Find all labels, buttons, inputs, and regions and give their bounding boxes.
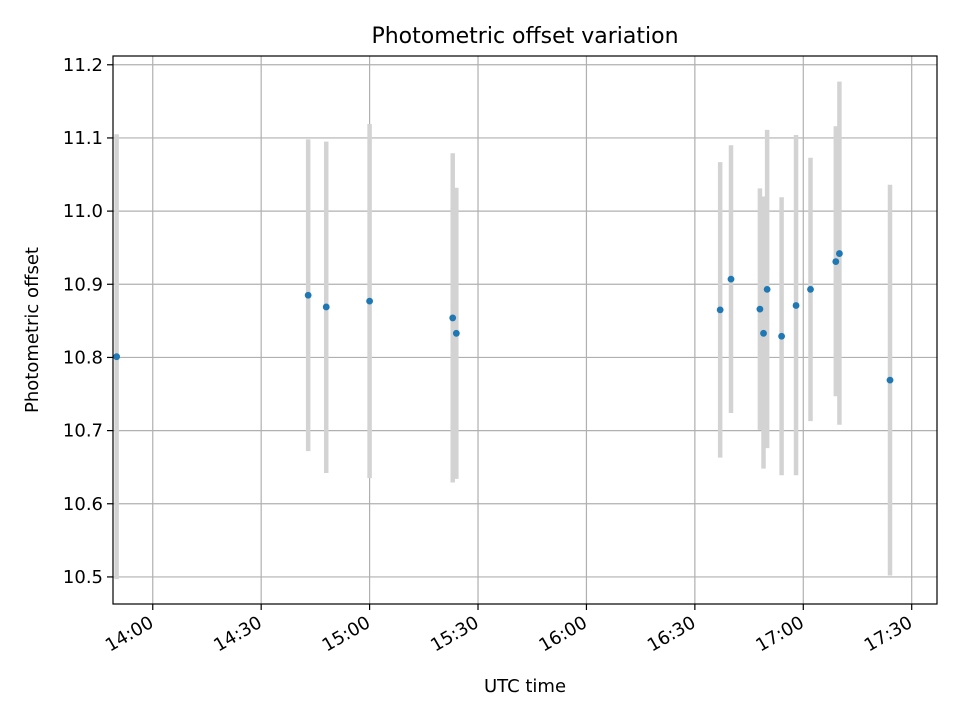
- y-tick-label: 10.6: [63, 494, 103, 515]
- data-point: [113, 353, 121, 361]
- plot-frame: [112, 55, 938, 605]
- data-point: [304, 291, 312, 299]
- data-point: [756, 305, 764, 313]
- y-tick-label: 10.7: [63, 421, 103, 442]
- y-tick-label: 10.5: [63, 567, 103, 588]
- data-point: [727, 275, 735, 283]
- data-point: [760, 329, 767, 337]
- y-axis-ticks: 10.5 10.6 10.7 10.8 10.9 11.0 11.1 11.2: [63, 55, 113, 588]
- y-tick-label: 10.8: [63, 347, 103, 368]
- data-point: [452, 329, 460, 337]
- data-point: [836, 250, 843, 257]
- y-tick-label: 11.2: [63, 55, 103, 76]
- chart-title: Photometric offset variation: [371, 24, 678, 49]
- data-point: [778, 332, 785, 340]
- y-tick-label: 11.0: [63, 201, 103, 222]
- data-point: [366, 297, 373, 305]
- y-axis-label: Photometric offset: [22, 247, 43, 413]
- data-point: [322, 303, 330, 311]
- grid: [113, 56, 937, 604]
- data-point: [449, 314, 457, 322]
- data-point: [792, 302, 800, 309]
- data-point: [807, 285, 814, 293]
- data-point: [716, 306, 724, 314]
- y-tick-label: 10.9: [63, 274, 103, 295]
- x-axis-label: UTC time: [484, 676, 566, 697]
- y-tick-label: 11.1: [63, 128, 103, 149]
- data-points: [113, 250, 894, 384]
- data-point: [832, 258, 840, 265]
- data-point: [886, 376, 894, 384]
- data-point: [763, 285, 771, 293]
